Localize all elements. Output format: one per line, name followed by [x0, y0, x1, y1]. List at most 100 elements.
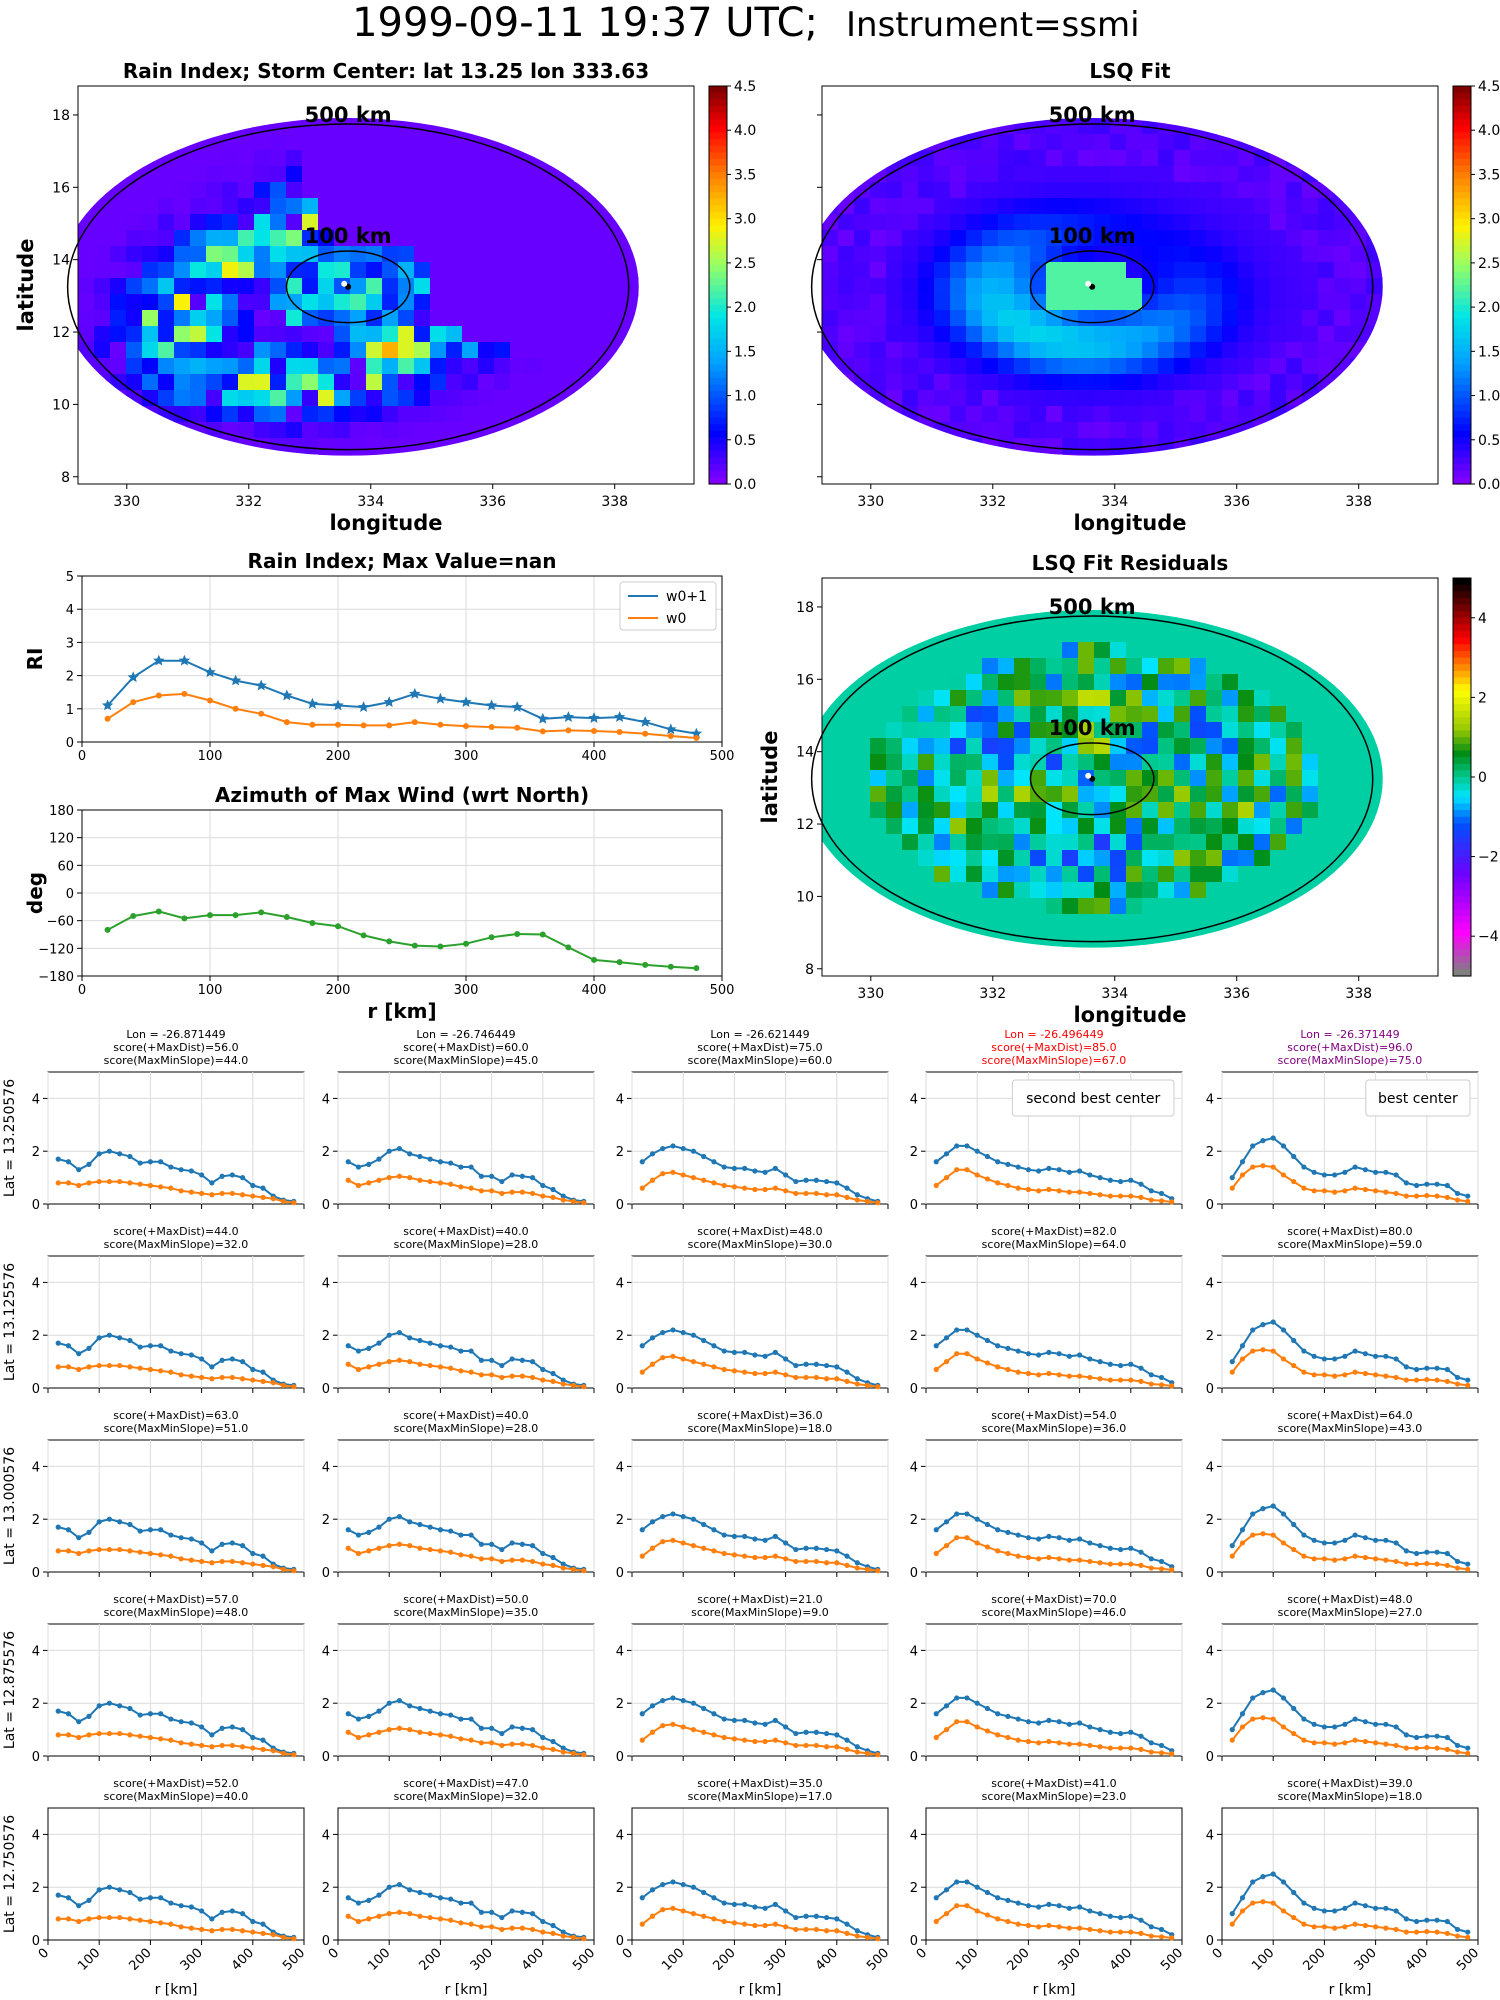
map-cell: [478, 246, 495, 263]
series-w0-line: [107, 692, 697, 739]
map-cell: [1094, 674, 1111, 691]
map-cell: [270, 438, 287, 455]
panel-orange-point: [291, 1936, 297, 1942]
panel-blue-point: [742, 1717, 748, 1723]
map-cell: [1254, 294, 1271, 311]
map-cell: [366, 198, 383, 215]
y-tick-label: 4: [322, 1276, 330, 1291]
panel-orange-point: [1128, 1745, 1134, 1751]
panel-blue-point: [437, 1159, 443, 1165]
panel-blue-point: [478, 1541, 484, 1547]
map-cell: [174, 134, 191, 151]
panel-orange-point: [509, 1741, 515, 1747]
panel-orange-point: [1138, 1194, 1144, 1200]
series-w0p1-point: [357, 701, 370, 712]
map-cell: [950, 358, 967, 375]
y-tick-label: 10: [796, 889, 814, 905]
panel-score-slope: score(MaxMinSlope)=30.0: [688, 1238, 833, 1251]
panel-blue-point: [396, 1881, 403, 1888]
panel-score-slope: score(MaxMinSlope)=40.0: [104, 1790, 249, 1803]
map-cell: [1110, 134, 1127, 151]
panel-blue-point: [158, 1527, 164, 1533]
map-cell: [1126, 198, 1143, 215]
panel-blue-point: [1291, 1153, 1297, 1160]
map-cell: [1126, 674, 1143, 691]
map-cell: [1334, 738, 1351, 755]
colorbar-segment: [1453, 723, 1471, 732]
panel-blue-point: [1117, 1178, 1124, 1185]
map-cell: [590, 230, 607, 247]
map-cell: [1094, 834, 1111, 851]
y-tick-label: 10: [52, 397, 70, 413]
map-cell: [334, 262, 351, 279]
panel-blue-point: [1005, 1713, 1011, 1719]
map-cell: [142, 374, 159, 391]
map-cell: [1110, 722, 1127, 739]
map-cell: [1014, 278, 1031, 295]
panel-orange-point: [570, 1750, 577, 1756]
panel-blue-point: [437, 1711, 443, 1717]
panel-r1-c3: 024score(+MaxDist)=82.0score(MaxMinSlope…: [910, 1225, 1183, 1397]
panel-orange-point: [1239, 1356, 1246, 1362]
x-tick-label: 400: [229, 1946, 257, 1974]
colorbar-frame: [708, 85, 728, 485]
map-cell: [1126, 134, 1143, 151]
panel-orange-point: [943, 1727, 950, 1733]
panel-orange-point: [519, 1557, 525, 1563]
panel-score-maxdist: score(+MaxDist)=47.0: [403, 1777, 528, 1790]
map-cell: [982, 150, 999, 167]
map-cell: [1126, 626, 1143, 643]
map-cell: [526, 262, 543, 279]
map-cell: [350, 358, 367, 375]
x-tick-label: 400: [813, 1946, 841, 1974]
panel-blue-point: [1454, 1742, 1461, 1749]
map-cell: [1062, 802, 1079, 819]
map-cell: [1238, 150, 1255, 167]
map-cell: [1142, 118, 1159, 135]
map-cell: [318, 118, 335, 135]
map-cell: [1014, 786, 1031, 803]
map-cell: [302, 310, 319, 327]
map-cell: [1110, 802, 1127, 819]
map-cell: [1046, 294, 1063, 311]
map-cell: [1206, 626, 1223, 643]
panel-blue-point: [1373, 1169, 1379, 1175]
panel-blue-point: [933, 1895, 939, 1901]
panel-orange-point: [721, 1734, 727, 1741]
map-cell: [446, 374, 463, 391]
map-cell: [334, 214, 351, 231]
map-cell: [110, 374, 127, 391]
map-cell: [366, 406, 383, 423]
panel-blue-point: [711, 1711, 717, 1717]
colorbar-segment: [709, 464, 727, 472]
panel-blue-point: [1413, 1550, 1420, 1557]
map-cell: [1254, 182, 1271, 199]
map-cell: [1046, 626, 1063, 643]
panel-orange-point: [1465, 1382, 1471, 1388]
map-cell: [1046, 118, 1063, 135]
map-cell: [222, 422, 239, 439]
panel-blue-point: [1444, 1918, 1450, 1925]
map-cell: [886, 690, 903, 707]
map-cell: [1094, 882, 1111, 899]
map-cell: [1142, 610, 1159, 627]
panel-orange-point: [1087, 1190, 1093, 1197]
map-cell: [318, 406, 335, 423]
map-cell: [1110, 706, 1127, 723]
panel-orange-point: [844, 1194, 850, 1200]
map-cell: [870, 706, 887, 723]
panel-orange-point: [1107, 1193, 1113, 1199]
map-cell: [950, 390, 967, 407]
map-cell: [1062, 454, 1079, 456]
map-cell: [1318, 722, 1335, 739]
panel-orange-point: [570, 1382, 577, 1388]
colorbar-segment: [709, 437, 727, 445]
map-cell: [1238, 278, 1255, 295]
map-cell: [1014, 134, 1031, 151]
map-cell: [966, 262, 983, 279]
map-cell: [998, 626, 1015, 643]
map-cell: [1286, 770, 1303, 787]
map-cell: [838, 182, 855, 199]
panel-blue-point: [137, 1160, 143, 1166]
map-cell: [1142, 278, 1159, 295]
